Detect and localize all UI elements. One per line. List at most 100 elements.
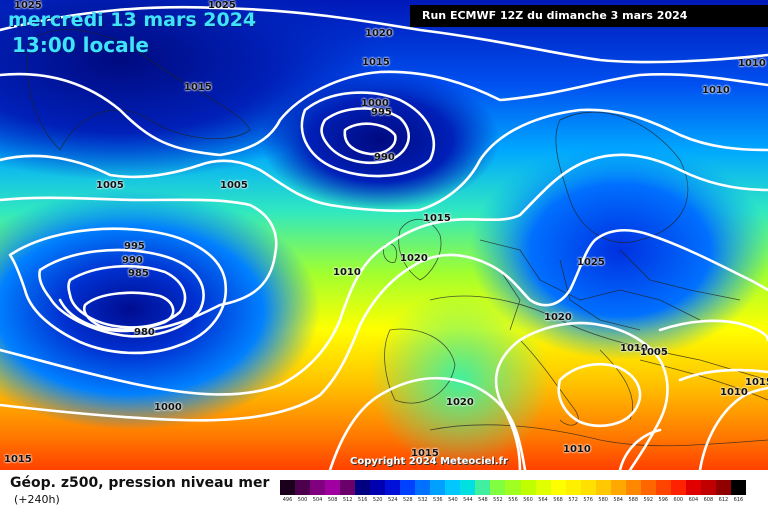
- scale-swatch: [700, 480, 716, 495]
- isobar-label: 1010: [620, 343, 648, 354]
- isobar-label: 1020: [446, 397, 474, 408]
- isobar-label: 1015: [4, 454, 32, 465]
- forecast-time-title: 13:00 locale: [12, 33, 149, 57]
- scale-label: 616: [733, 497, 744, 503]
- scale-label: 608: [703, 497, 714, 503]
- isobar-label: 1015: [362, 57, 390, 68]
- isobar-label: 1010: [702, 85, 730, 96]
- isobars: [0, 5, 768, 470]
- scale-label: 496: [282, 497, 293, 503]
- model-run-info: Run ECMWF 12Z du dimanche 3 mars 2024: [410, 5, 768, 27]
- scale-label: 512: [342, 497, 353, 503]
- isobar-label: 1020: [400, 253, 428, 264]
- isobar-label: 1010: [333, 267, 361, 278]
- scale-swatch: [715, 480, 731, 495]
- scale-label: 584: [613, 497, 623, 503]
- scale-label: 556: [508, 497, 518, 503]
- isobar-label: 1015: [423, 213, 451, 224]
- isobar-label: 1015: [411, 448, 439, 459]
- scale-swatch: [445, 480, 461, 495]
- isobar-label: 985: [128, 268, 149, 279]
- scale-swatch: [490, 480, 506, 495]
- copyright-notice: Copyright 2024 Meteociel.fr: [350, 456, 508, 467]
- scale-label: 520: [372, 497, 383, 503]
- isobar-label: 1005: [220, 180, 248, 191]
- scale-swatch: [535, 480, 551, 495]
- scale-swatch: [430, 480, 446, 495]
- scale-label: 524: [387, 497, 398, 503]
- scale-swatch: [595, 480, 611, 495]
- scale-swatch: [505, 480, 521, 495]
- scale-swatch: [640, 480, 656, 495]
- isobar-label: 1015: [184, 82, 212, 93]
- isobar-label: 1000: [154, 402, 182, 413]
- isobar-label: 1005: [96, 180, 124, 191]
- central-low-field: [260, 70, 500, 210]
- isobar-label: 980: [134, 327, 155, 338]
- scale-label: 552: [493, 497, 503, 503]
- isobar-label: 995: [371, 107, 392, 118]
- scale-swatch: [625, 480, 641, 495]
- scale-label: 576: [583, 497, 593, 503]
- scale-swatch: [415, 480, 431, 495]
- scale-label: 588: [628, 497, 638, 503]
- scale-swatch: [655, 480, 671, 495]
- isobar-label: 1025: [577, 257, 605, 268]
- scale-swatch: [670, 480, 686, 495]
- parameter-title: Géop. z500, pression niveau mer: [10, 475, 270, 491]
- scale-label: 612: [718, 497, 729, 503]
- scale-swatch: [550, 480, 566, 495]
- scale-label: 536: [433, 497, 443, 503]
- lead-time: (+240h): [14, 493, 60, 506]
- isobar-label: 1015: [745, 377, 768, 388]
- scale-swatch: [385, 480, 401, 495]
- scale-swatch: [280, 480, 296, 495]
- scale-label: 600: [673, 497, 684, 503]
- scale-swatch: [685, 480, 701, 495]
- scale-swatch: [475, 480, 491, 495]
- scale-label: 568: [553, 497, 563, 503]
- isobar-label: 1000: [361, 98, 389, 109]
- scale-label: 500: [297, 497, 308, 503]
- isobar-label: 1025: [14, 0, 42, 11]
- scale-swatch: [400, 480, 416, 495]
- scale-swatch: [565, 480, 581, 495]
- isobar-label: 1010: [563, 444, 591, 455]
- isobar-label: 1010: [738, 58, 766, 69]
- scale-label: 504: [312, 497, 323, 503]
- weather-map: 1025 1025 1020 1015 1015 1010 1010 1000 …: [0, 0, 768, 470]
- scale-swatch: [325, 480, 341, 495]
- scale-label: 596: [658, 497, 669, 503]
- scale-swatch: [610, 480, 626, 495]
- color-scale-labels: 496 500 504 508 512 516 520 524 528 532 536 540 544 5…: [280, 495, 746, 505]
- scale-swatch: [295, 480, 311, 495]
- scale-label: 560: [523, 497, 533, 503]
- isobar-label: 990: [374, 152, 395, 163]
- isobar-label: 1005: [640, 347, 668, 358]
- isobar-label: 990: [122, 255, 143, 266]
- isobar-label: 1020: [544, 312, 572, 323]
- scale-label: 592: [643, 497, 654, 503]
- scale-label: 564: [538, 497, 548, 503]
- scale-swatch: [355, 480, 371, 495]
- scale-swatch: [460, 480, 476, 495]
- scale-swatch: [340, 480, 356, 495]
- isobar-label: 1010: [720, 387, 748, 398]
- scale-swatch: [520, 480, 536, 495]
- scale-label: 548: [478, 497, 488, 503]
- scale-label: 580: [598, 497, 608, 503]
- forecast-date-title: mercredi 13 mars 2024: [8, 9, 257, 31]
- scale-swatch: [310, 480, 326, 495]
- scale-label: 604: [688, 497, 699, 503]
- scale-label: 516: [357, 497, 368, 503]
- isobar-label: 1020: [365, 28, 393, 39]
- isobar-label: 1025: [208, 0, 236, 11]
- scale-label: 508: [327, 497, 338, 503]
- legend-bar: Géop. z500, pression niveau mer (+240h) …: [0, 470, 768, 512]
- isobar-label: 995: [124, 241, 145, 252]
- color-scale-swatches: [280, 480, 746, 495]
- scale-swatch: [730, 480, 746, 495]
- scale-label: 540: [448, 497, 458, 503]
- scale-label: 544: [463, 497, 473, 503]
- scale-label: 532: [418, 497, 428, 503]
